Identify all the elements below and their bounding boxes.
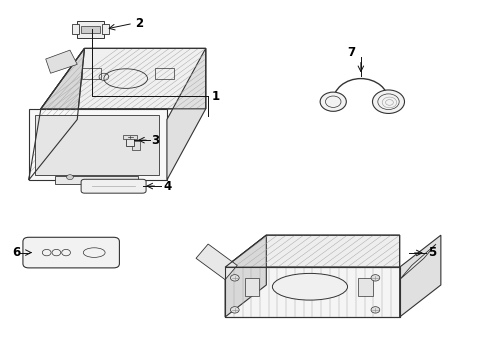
Polygon shape — [166, 48, 205, 180]
Bar — [35, 115, 159, 175]
Bar — [123, 135, 137, 139]
Circle shape — [372, 90, 404, 113]
Circle shape — [230, 275, 239, 281]
Text: 4: 4 — [163, 180, 171, 193]
Bar — [72, 24, 79, 34]
Bar — [81, 26, 100, 33]
Bar — [224, 267, 399, 317]
Bar — [29, 109, 166, 180]
Bar — [82, 68, 102, 78]
Bar — [102, 24, 108, 34]
Circle shape — [230, 307, 239, 313]
Polygon shape — [29, 48, 84, 180]
Polygon shape — [399, 244, 435, 280]
Ellipse shape — [272, 273, 347, 300]
Polygon shape — [224, 235, 399, 267]
Polygon shape — [45, 50, 77, 73]
FancyBboxPatch shape — [23, 237, 119, 268]
FancyBboxPatch shape — [81, 179, 146, 193]
Bar — [131, 141, 140, 150]
Bar — [224, 267, 399, 317]
Bar — [77, 21, 103, 38]
Circle shape — [66, 175, 73, 180]
Polygon shape — [41, 48, 205, 109]
Bar — [155, 68, 174, 78]
Bar — [244, 278, 259, 296]
Circle shape — [320, 92, 346, 111]
Bar — [358, 278, 372, 296]
Text: 2: 2 — [135, 17, 143, 30]
Circle shape — [370, 307, 379, 313]
Bar — [55, 176, 138, 184]
Text: 5: 5 — [427, 247, 435, 260]
Bar — [125, 138, 134, 146]
Circle shape — [370, 275, 379, 281]
Text: 6: 6 — [13, 246, 21, 259]
Text: 3: 3 — [151, 134, 159, 147]
Polygon shape — [196, 244, 237, 280]
Polygon shape — [399, 235, 440, 317]
Polygon shape — [224, 235, 266, 317]
Text: 1: 1 — [211, 90, 219, 103]
Text: 7: 7 — [346, 46, 354, 59]
